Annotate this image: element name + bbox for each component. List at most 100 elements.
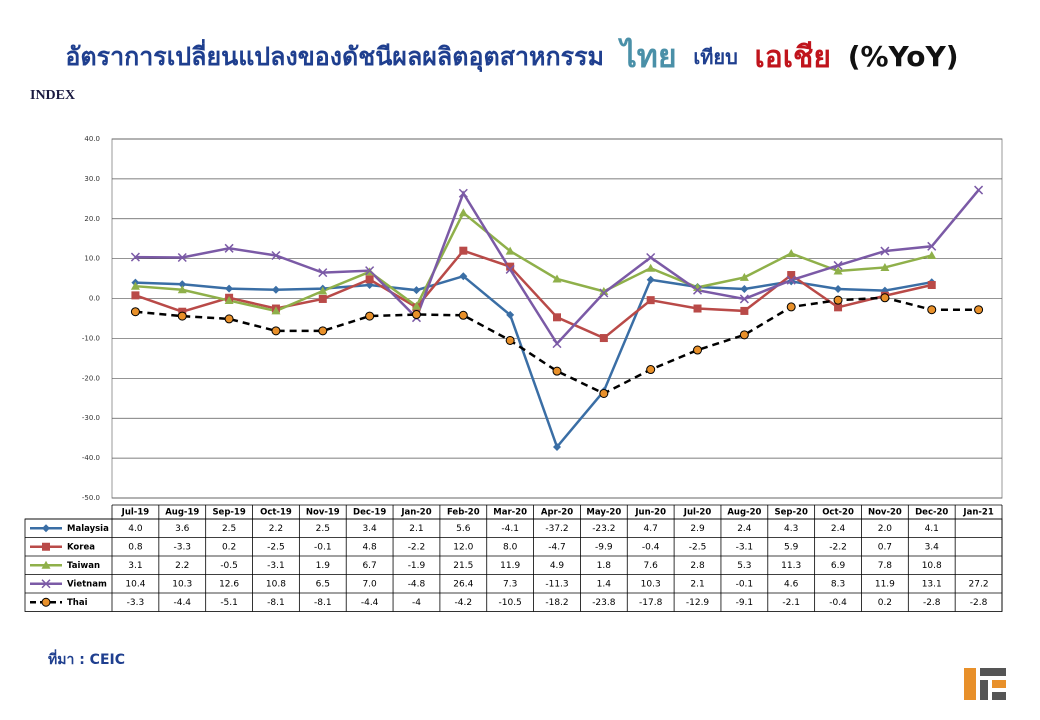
table-cell: -3.1 xyxy=(267,561,285,571)
marker xyxy=(740,306,749,315)
x-tick-label: May-20 xyxy=(586,508,621,518)
x-tick-label: Sep-20 xyxy=(775,508,808,518)
legend-marker xyxy=(42,524,50,533)
table-cell: 2.2 xyxy=(175,561,189,571)
marker xyxy=(130,252,140,262)
x-tick-label: Aug-20 xyxy=(727,508,761,518)
table-cell: 8.3 xyxy=(831,579,845,589)
table-cell: 2.8 xyxy=(690,561,705,571)
marker xyxy=(505,335,515,345)
marker xyxy=(927,280,936,289)
marker xyxy=(271,326,281,336)
series-line xyxy=(135,274,932,450)
table-cell: -23.8 xyxy=(592,598,616,608)
x-tick-label: Sep-19 xyxy=(212,508,245,518)
y-tick-label: 10.0 xyxy=(84,255,100,263)
legend-marker xyxy=(41,560,51,569)
table-cell: 3.4 xyxy=(362,524,377,534)
table-cell: -1.9 xyxy=(408,561,426,571)
table-cell: 0.8 xyxy=(128,542,143,552)
marker xyxy=(505,246,515,255)
table-cell: -4 xyxy=(412,598,421,608)
table-cell: 7.3 xyxy=(503,579,517,589)
marker xyxy=(834,284,843,293)
x-tick-label: Jul-19 xyxy=(121,508,150,518)
marker xyxy=(411,301,421,310)
table-cell: 6.7 xyxy=(362,561,376,571)
x-tick-label: Aug-19 xyxy=(165,508,199,518)
table-cell: 12.6 xyxy=(219,579,239,589)
table-cell: 4.1 xyxy=(925,524,939,534)
marker xyxy=(271,306,281,315)
marker xyxy=(787,277,796,286)
table-cell: -2.5 xyxy=(267,542,285,552)
marker xyxy=(553,313,561,322)
table-cell: 2.2 xyxy=(269,524,283,534)
marker xyxy=(552,339,562,349)
x-tick-label: Dec-20 xyxy=(915,508,948,518)
marker xyxy=(177,311,187,321)
table-cell: 4.3 xyxy=(784,524,798,534)
table-cell: 0.2 xyxy=(222,542,236,552)
marker xyxy=(365,266,375,276)
marker xyxy=(740,284,749,293)
marker xyxy=(599,388,609,398)
table-cell: 13.1 xyxy=(922,579,942,589)
table-cell: 10.3 xyxy=(172,579,192,589)
table-cell: -3.1 xyxy=(736,542,754,552)
marker xyxy=(177,252,187,263)
legend-label: Malaysia xyxy=(67,524,109,534)
table-cell: 2.5 xyxy=(222,524,236,534)
y-axis-label: INDEX xyxy=(30,88,75,103)
marker xyxy=(225,284,234,293)
table-cell: -3.3 xyxy=(173,542,191,552)
table-cell: 1.4 xyxy=(597,579,612,589)
table-cell: 4.8 xyxy=(362,542,377,552)
marker xyxy=(318,294,327,303)
marker xyxy=(739,272,749,281)
marker xyxy=(459,246,468,255)
marker xyxy=(365,311,375,321)
marker xyxy=(646,252,656,263)
marker xyxy=(599,334,608,343)
table-cell: -11.3 xyxy=(545,579,568,589)
x-tick-label: Jul-20 xyxy=(683,508,712,518)
marker xyxy=(880,246,890,256)
table-cell: -4.4 xyxy=(173,598,191,608)
marker xyxy=(224,296,234,305)
table-cell: 11.9 xyxy=(500,561,520,571)
table-cell: 12.0 xyxy=(453,542,473,552)
marker xyxy=(927,305,937,315)
y-tick-label: 20.0 xyxy=(84,215,100,223)
marker xyxy=(787,271,796,280)
table-cell: 3.4 xyxy=(925,542,940,552)
table-cell: 5.3 xyxy=(737,561,751,571)
table-cell: -0.1 xyxy=(314,542,332,552)
marker xyxy=(318,326,328,336)
table-cell: -2.1 xyxy=(782,598,800,608)
table-cell: -0.4 xyxy=(829,598,847,608)
table-cell: 10.4 xyxy=(125,579,145,589)
table-cell: -10.5 xyxy=(499,598,522,608)
table-cell: 8.0 xyxy=(503,542,518,552)
table-cell: 2.5 xyxy=(316,524,330,534)
table-cell: -0.4 xyxy=(642,542,660,552)
x-tick-label: Mar-20 xyxy=(493,508,527,518)
marker xyxy=(553,442,561,451)
marker xyxy=(552,274,562,283)
table-cell: 27.2 xyxy=(969,579,989,589)
y-tick-label: 30.0 xyxy=(84,175,100,183)
legend-label: Vietnam xyxy=(67,579,107,589)
marker xyxy=(646,263,656,272)
marker xyxy=(646,365,656,375)
marker xyxy=(880,293,890,303)
x-tick-label: Dec-19 xyxy=(353,508,386,518)
marker xyxy=(178,280,187,289)
table-cell: 2.4 xyxy=(831,524,846,534)
table-cell: 6.9 xyxy=(831,561,846,571)
table-cell: -12.9 xyxy=(686,598,710,608)
chart-title: อัตราการเปลี่ยนแปลงของดัชนีผลผลิตอุตสาหก… xyxy=(65,37,958,75)
x-tick-label: Apr-20 xyxy=(541,508,573,518)
legend-marker xyxy=(42,542,50,551)
